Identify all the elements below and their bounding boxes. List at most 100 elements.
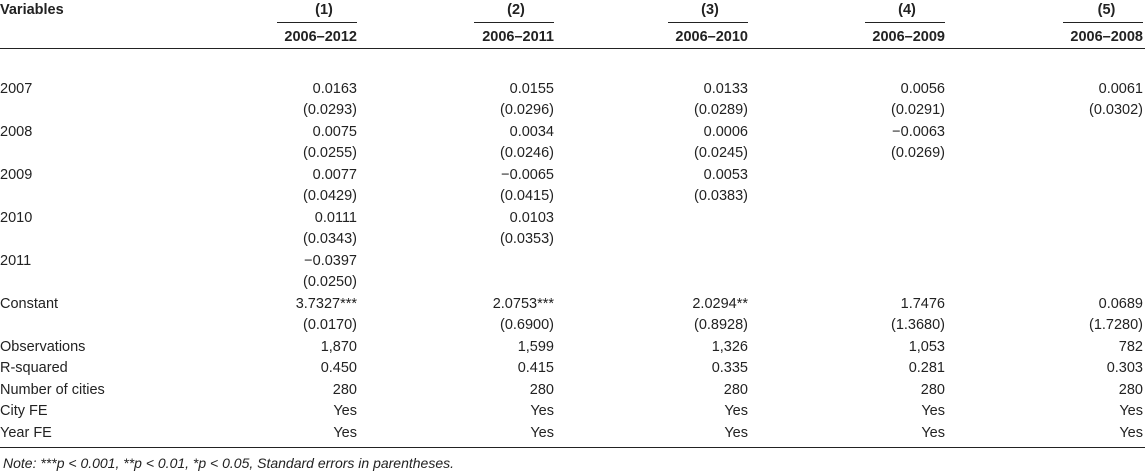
table-row: (0.0293) (0.0296) (0.0289) (0.0291) (0.0302) [0, 100, 1145, 122]
cell-model-1: 3.7327*** [295, 295, 357, 312]
cell-model-2 [365, 251, 560, 273]
table-row: 2011 −0.0397 [0, 251, 1145, 273]
table-row: 2007 0.0163 0.0155 0.0133 0.0056 0.0061 [0, 71, 1145, 101]
row-label [0, 143, 170, 165]
cell-model-3: 2.0294** [692, 295, 748, 312]
cell-model-4: 0.0056 [900, 80, 945, 97]
row-label: R-squared [0, 360, 68, 376]
cell-model-2: (0.0296) [499, 102, 554, 118]
row-label: Constant [0, 295, 59, 312]
table-row: 2009 0.0077 −0.0065 0.0053 [0, 165, 1145, 187]
table-row: Year FE Yes Yes Yes Yes Yes [0, 423, 1145, 448]
cell-model-5: Yes [1119, 403, 1143, 419]
cell-model-2: Yes [530, 424, 554, 441]
cell-model-2: (0.0246) [499, 145, 554, 161]
cell-model-2: (0.0415) [499, 188, 554, 204]
row-label: City FE [0, 403, 48, 419]
cell-model-5 [950, 229, 1145, 251]
cell-model-4: 280 [920, 381, 945, 398]
cell-model-1: (0.0255) [302, 145, 357, 161]
row-label: 2007 [0, 80, 33, 97]
cell-model-4: 1,053 [908, 338, 945, 355]
cell-model-3: 0.0053 [703, 166, 748, 183]
cell-model-1: (0.0170) [302, 317, 357, 333]
row-label [0, 186, 170, 208]
cell-model-4 [755, 229, 950, 251]
cell-model-4: (0.0269) [890, 145, 945, 161]
cell-model-4 [755, 208, 950, 230]
cell-model-5: (1.7280) [1088, 317, 1143, 333]
table-row: 2010 0.0111 0.0103 [0, 208, 1145, 230]
row-label [0, 315, 170, 337]
table-row: (0.0250) [0, 272, 1145, 294]
cell-model-1: Yes [333, 424, 357, 441]
cell-model-3: 280 [723, 381, 748, 398]
row-label [0, 272, 170, 294]
cell-model-5 [950, 165, 1145, 187]
table-note: Note: ***p < 0.001, **p < 0.01, *p < 0.0… [3, 455, 455, 471]
cell-model-2: (0.0353) [499, 231, 554, 247]
row-label [0, 229, 170, 251]
cell-model-3: 0.0006 [703, 123, 748, 140]
model-3-period: 2006–2010 [560, 21, 755, 49]
cell-model-5: (0.0302) [1088, 102, 1143, 118]
cell-model-5: 0.0689 [1098, 295, 1143, 312]
cell-model-1: (0.0250) [302, 274, 357, 290]
cell-model-2: −0.0065 [501, 166, 554, 183]
cell-model-2: 0.0155 [509, 80, 554, 97]
cell-model-4: Yes [921, 424, 945, 441]
cell-model-5: 782 [1118, 338, 1143, 355]
row-label: 2010 [0, 209, 33, 226]
table-row: Number of cities 280 280 280 280 280 [0, 380, 1145, 402]
model-1-number: (1) [315, 2, 333, 18]
table-row: 2008 0.0075 0.0034 0.0006 −0.0063 [0, 122, 1145, 144]
model-4-number: (4) [898, 2, 916, 18]
cell-model-2: (0.6900) [499, 317, 554, 333]
cell-model-5 [950, 251, 1145, 273]
row-label: Observations [0, 338, 86, 355]
table-row: City FE Yes Yes Yes Yes Yes [0, 401, 1145, 423]
cell-model-3: (0.0245) [693, 145, 748, 161]
cell-model-5 [950, 122, 1145, 144]
cell-model-5 [950, 208, 1145, 230]
cell-model-1: 280 [332, 381, 357, 398]
cell-model-1: 0.0111 [314, 209, 357, 226]
cell-model-2 [365, 272, 560, 294]
table-row: Observations 1,870 1,599 1,326 1,053 782 [0, 337, 1145, 359]
cell-model-1: 1,870 [320, 338, 357, 355]
cell-model-3: (0.0383) [693, 188, 748, 204]
model-1-period: 2006–2012 [170, 21, 365, 49]
cell-model-5: Yes [1119, 424, 1143, 441]
variables-header: Variables [0, 2, 64, 18]
model-2-number: (2) [507, 2, 525, 18]
cell-model-3 [560, 229, 755, 251]
cell-model-5: 0.303 [1106, 360, 1143, 376]
cell-model-3: Yes [724, 403, 748, 419]
cell-model-4 [755, 186, 950, 208]
cell-model-3: Yes [724, 424, 748, 441]
cell-model-1: (0.0429) [302, 188, 357, 204]
cell-model-2: 0.0103 [509, 209, 554, 226]
table-body: 2007 0.0163 0.0155 0.0133 0.0056 0.0061 (0.029… [0, 71, 1145, 448]
row-label [0, 100, 170, 122]
row-label: Number of cities [0, 381, 105, 398]
cell-model-3: (0.0289) [693, 102, 748, 118]
cell-model-1: Yes [333, 403, 357, 419]
model-5-number: (5) [1097, 2, 1116, 18]
cell-model-4: −0.0063 [892, 123, 945, 140]
cell-model-3 [560, 208, 755, 230]
row-label: 2011 [0, 252, 32, 269]
cell-model-3 [560, 251, 755, 273]
cell-model-5 [950, 143, 1145, 165]
cell-model-3: 0.0133 [703, 80, 748, 97]
cell-model-3: 0.335 [711, 360, 748, 376]
cell-model-4: Yes [921, 403, 945, 419]
row-label: 2009 [0, 166, 33, 183]
table-row: R-squared 0.450 0.415 0.335 0.281 0.303 [0, 358, 1145, 380]
cell-model-3 [560, 272, 755, 294]
cell-model-1: 0.0163 [312, 80, 357, 97]
table-row: Constant 3.7327*** 2.0753*** 2.0294** 1.7476… [0, 294, 1145, 316]
table-row: (0.0255) (0.0246) (0.0245) (0.0269) [0, 143, 1145, 165]
